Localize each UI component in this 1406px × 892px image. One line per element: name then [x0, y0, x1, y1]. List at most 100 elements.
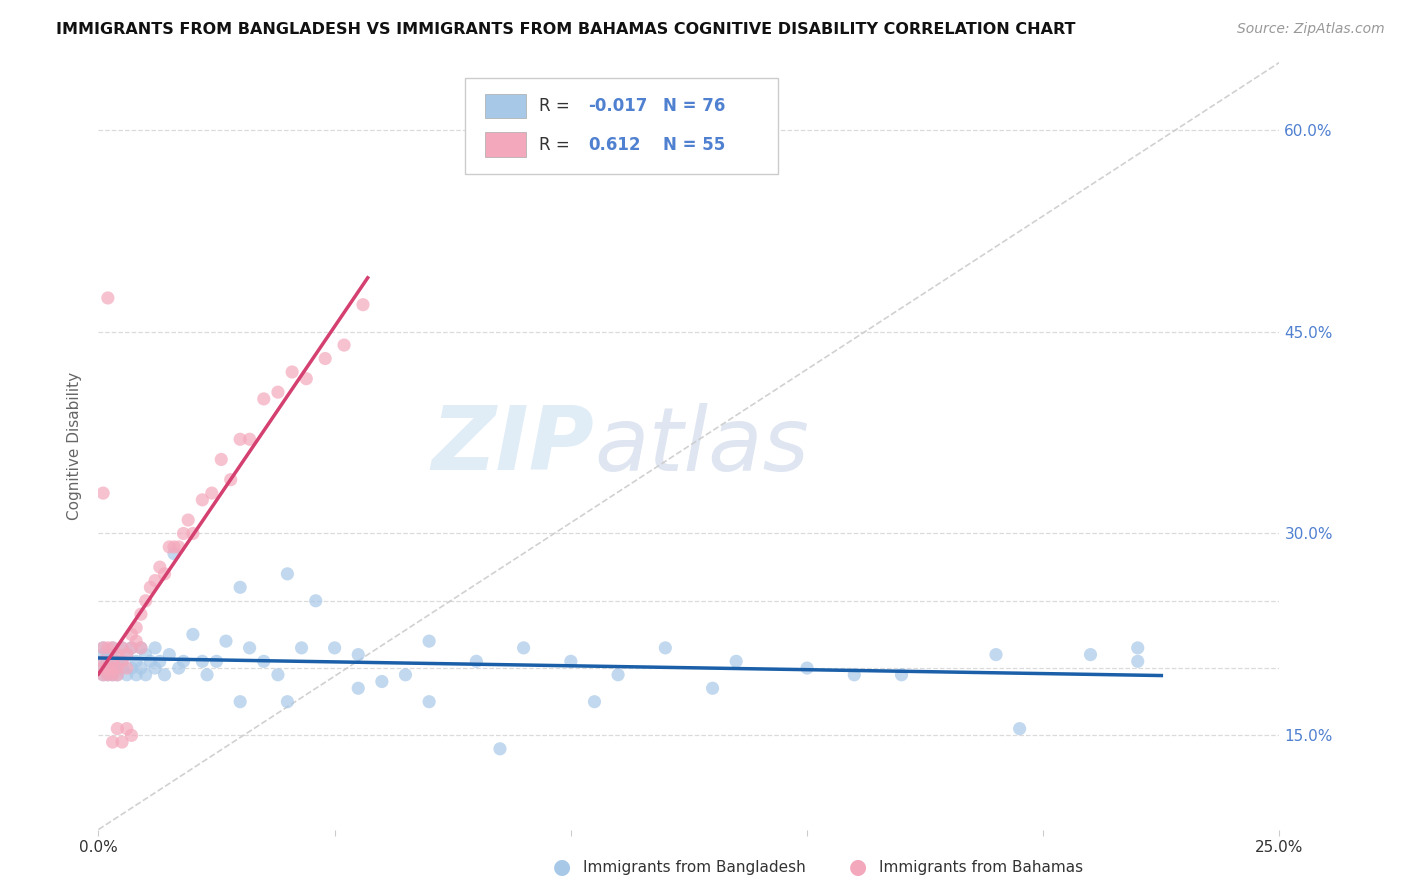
Point	[149, 560, 172, 574]
Point	[97, 654, 120, 668]
Point	[115, 667, 138, 681]
Bar	[485, 94, 526, 119]
Point	[135, 594, 157, 608]
Point	[352, 298, 374, 312]
Point	[253, 654, 276, 668]
Point	[239, 640, 262, 655]
Point	[121, 661, 143, 675]
Bar	[485, 132, 526, 157]
Y-axis label: Cognitive Disability: Cognitive Disability	[67, 372, 83, 520]
Point	[91, 648, 114, 662]
Point	[1008, 722, 1031, 736]
Point	[702, 681, 724, 696]
Point	[295, 372, 318, 386]
Point	[191, 654, 214, 668]
Point	[1126, 640, 1149, 655]
Text: Source: ZipAtlas.com: Source: ZipAtlas.com	[1237, 22, 1385, 37]
Point	[129, 640, 152, 655]
Point	[91, 667, 114, 681]
Text: ●: ●	[849, 857, 866, 877]
Point	[143, 640, 166, 655]
Point	[607, 667, 630, 681]
Point	[167, 540, 190, 554]
Point	[97, 661, 120, 675]
Point	[111, 735, 134, 749]
Point	[111, 640, 134, 655]
FancyBboxPatch shape	[464, 78, 778, 174]
Point	[253, 392, 276, 406]
Point	[465, 654, 488, 668]
Point	[153, 566, 176, 581]
Point	[135, 648, 157, 662]
Point	[125, 621, 148, 635]
Point	[139, 580, 162, 594]
Point	[91, 654, 114, 668]
Point	[115, 648, 138, 662]
Point	[143, 574, 166, 588]
Point	[101, 661, 124, 675]
Point	[105, 654, 128, 668]
Point	[229, 580, 252, 594]
Point	[323, 640, 346, 655]
Point	[125, 667, 148, 681]
Point	[394, 667, 416, 681]
Point	[229, 432, 252, 446]
Point	[172, 526, 194, 541]
Point	[91, 640, 114, 655]
Point	[333, 338, 356, 352]
Text: R =: R =	[538, 97, 575, 115]
Point	[105, 722, 128, 736]
Point	[177, 513, 200, 527]
Point	[91, 486, 114, 500]
Point	[215, 634, 238, 648]
Point	[91, 661, 114, 675]
Point	[181, 526, 204, 541]
Point	[105, 661, 128, 675]
Point	[97, 648, 120, 662]
Text: R =: R =	[538, 136, 581, 153]
Point	[101, 661, 124, 675]
Point	[129, 640, 152, 655]
Point	[654, 640, 676, 655]
Point	[91, 667, 114, 681]
Point	[91, 654, 114, 668]
Point	[125, 654, 148, 668]
Point	[512, 640, 534, 655]
Point	[157, 540, 180, 554]
Point	[347, 648, 370, 662]
Point	[219, 473, 242, 487]
Point	[105, 661, 128, 675]
Point	[129, 661, 152, 675]
Point	[121, 640, 143, 655]
Text: Immigrants from Bahamas: Immigrants from Bahamas	[879, 860, 1083, 874]
Point	[239, 432, 262, 446]
Point	[115, 661, 138, 675]
Point	[101, 640, 124, 655]
Text: 0.612: 0.612	[589, 136, 641, 153]
Point	[583, 695, 606, 709]
Point	[267, 385, 290, 400]
Point	[1126, 654, 1149, 668]
Point	[105, 667, 128, 681]
Text: ZIP: ZIP	[432, 402, 595, 490]
Point	[314, 351, 336, 366]
Point	[267, 667, 290, 681]
Point	[101, 735, 124, 749]
Point	[121, 728, 143, 742]
Point	[97, 640, 120, 655]
Point	[229, 695, 252, 709]
Point	[121, 640, 143, 655]
Point	[111, 640, 134, 655]
Point	[153, 667, 176, 681]
Point	[97, 667, 120, 681]
Point	[418, 634, 440, 648]
Point	[418, 695, 440, 709]
Point	[101, 667, 124, 681]
Point	[725, 654, 748, 668]
Point	[276, 566, 298, 581]
Point	[305, 594, 328, 608]
Point	[139, 654, 162, 668]
Text: atlas: atlas	[595, 403, 810, 489]
Point	[560, 654, 582, 668]
Text: N = 76: N = 76	[664, 97, 725, 115]
